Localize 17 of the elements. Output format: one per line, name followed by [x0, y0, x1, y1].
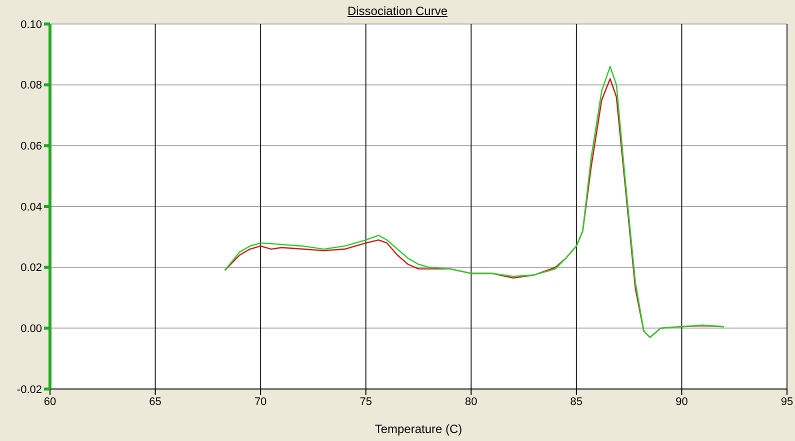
x-tick-label: 90 — [676, 396, 688, 408]
x-tick-label: 60 — [44, 396, 56, 408]
x-tick-label: 75 — [360, 396, 372, 408]
y-tick-label: 0.00 — [20, 323, 42, 336]
x-axis-title: Temperature (C) — [374, 422, 462, 436]
y-tick-label: 0.10 — [20, 18, 42, 31]
y-tick-label: -0.02 — [16, 384, 42, 396]
chart-title: Dissociation Curve — [346, 4, 449, 18]
x-tick-label: 85 — [570, 396, 583, 408]
x-tick-label: 80 — [465, 396, 478, 408]
x-tick-label: 65 — [149, 396, 162, 408]
x-tick-label: 95 — [780, 396, 794, 408]
y-tick-label: 0.08 — [20, 80, 42, 92]
y-tick-label: 0.02 — [20, 262, 42, 274]
x-tick-label: 70 — [254, 396, 267, 408]
y-tick-label: 0.06 — [20, 140, 42, 153]
y-tick-label: 0.04 — [20, 201, 42, 214]
